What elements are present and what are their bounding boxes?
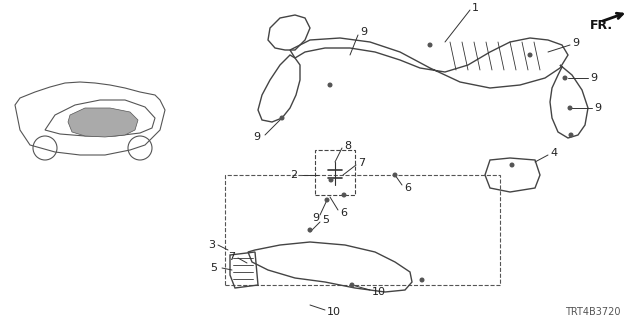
Circle shape [569,133,573,137]
Circle shape [428,43,432,47]
Circle shape [568,106,572,110]
Text: FR.: FR. [590,19,613,31]
Polygon shape [68,108,138,137]
Text: 10: 10 [327,307,341,317]
Text: 9: 9 [590,73,597,83]
Text: 10: 10 [372,287,386,297]
Circle shape [393,173,397,177]
Circle shape [329,178,333,182]
Text: 8: 8 [344,141,351,151]
Circle shape [308,228,312,232]
Circle shape [342,193,346,197]
Circle shape [325,198,329,202]
Text: 9: 9 [572,38,579,48]
Text: 7: 7 [358,158,365,168]
Text: 5: 5 [210,263,217,273]
Text: 6: 6 [340,208,347,218]
Circle shape [563,76,567,80]
Circle shape [328,83,332,87]
Text: TRT4B3720: TRT4B3720 [565,307,621,317]
Circle shape [510,163,514,167]
Text: 6: 6 [404,183,411,193]
Text: 4: 4 [550,148,557,158]
Text: 9: 9 [253,132,260,142]
Text: 3: 3 [208,240,215,250]
Circle shape [420,278,424,282]
Text: 9: 9 [360,27,367,37]
Text: 7: 7 [228,252,235,262]
Circle shape [280,116,284,120]
Circle shape [528,53,532,57]
Text: 1: 1 [472,3,479,13]
Text: 9: 9 [594,103,601,113]
Text: 9: 9 [312,213,319,223]
Text: 5: 5 [322,215,329,225]
Circle shape [350,283,354,287]
Text: 2: 2 [290,170,297,180]
